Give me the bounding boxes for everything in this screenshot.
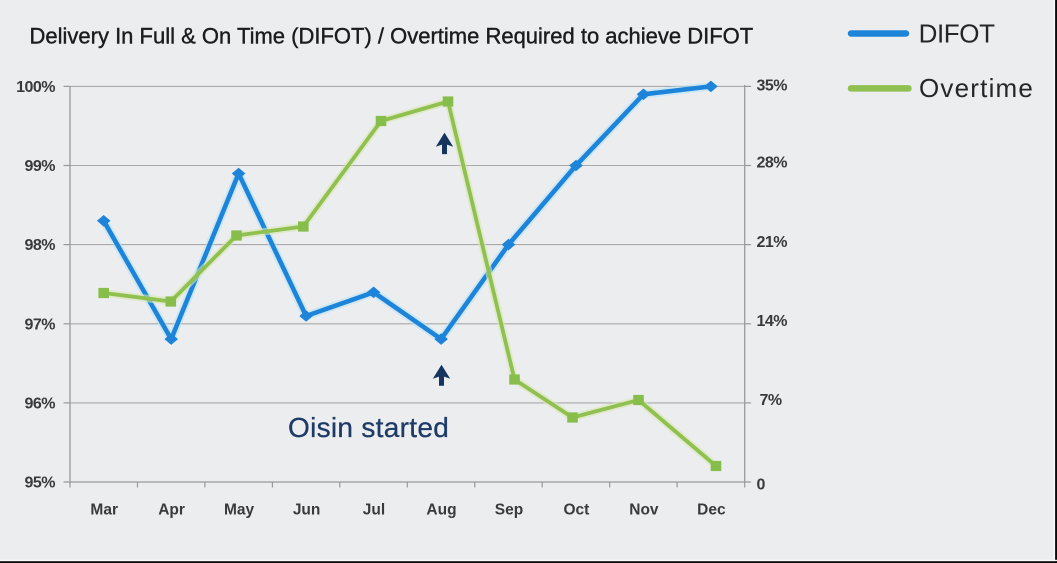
svg-text:DIFOT: DIFOT <box>919 19 996 49</box>
svg-text:98%: 98% <box>24 237 55 254</box>
svg-text:28%: 28% <box>757 155 788 172</box>
svg-text:Aug: Aug <box>426 501 456 518</box>
svg-text:Oct: Oct <box>563 501 589 518</box>
svg-text:96%: 96% <box>24 395 55 412</box>
svg-text:99%: 99% <box>24 158 55 175</box>
svg-text:35%: 35% <box>757 78 788 95</box>
svg-text:Overtime: Overtime <box>919 73 1034 103</box>
svg-text:97%: 97% <box>24 316 55 333</box>
svg-text:Dec: Dec <box>697 501 726 518</box>
svg-text:Nov: Nov <box>629 501 659 518</box>
svg-text:0: 0 <box>757 476 766 493</box>
svg-text:100%: 100% <box>16 79 55 96</box>
svg-text:Jun: Jun <box>293 501 321 518</box>
svg-text:14%: 14% <box>757 313 788 330</box>
svg-text:Sep: Sep <box>495 501 523 518</box>
svg-text:May: May <box>224 501 255 518</box>
svg-text:Apr: Apr <box>158 501 185 518</box>
svg-text:Delivery In Full & On Time (DI: Delivery In Full & On Time (DIFOT) / Ove… <box>30 24 754 49</box>
svg-text:21%: 21% <box>757 234 788 251</box>
svg-text:Jul: Jul <box>363 501 385 518</box>
svg-text:Mar: Mar <box>90 501 118 518</box>
svg-text:Oisin started: Oisin started <box>288 412 449 443</box>
svg-text:7%: 7% <box>760 392 782 409</box>
svg-text:95%: 95% <box>24 475 55 492</box>
